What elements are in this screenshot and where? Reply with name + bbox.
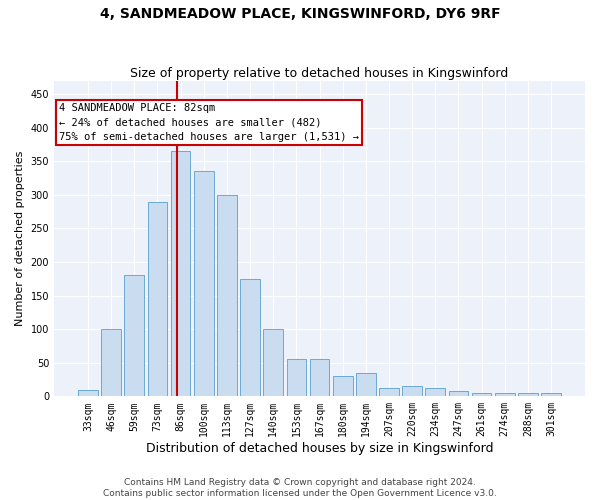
Text: Contains HM Land Registry data © Crown copyright and database right 2024.
Contai: Contains HM Land Registry data © Crown c… xyxy=(103,478,497,498)
Text: 4, SANDMEADOW PLACE, KINGSWINFORD, DY6 9RF: 4, SANDMEADOW PLACE, KINGSWINFORD, DY6 9… xyxy=(100,8,500,22)
Bar xyxy=(171,151,190,396)
Bar xyxy=(101,329,121,396)
Bar xyxy=(240,279,260,396)
Bar xyxy=(194,172,214,396)
Bar xyxy=(287,360,306,397)
Bar xyxy=(78,390,98,396)
Bar xyxy=(263,329,283,396)
Bar xyxy=(425,388,445,396)
Text: 4 SANDMEADOW PLACE: 82sqm
← 24% of detached houses are smaller (482)
75% of semi: 4 SANDMEADOW PLACE: 82sqm ← 24% of detac… xyxy=(59,103,359,142)
Bar xyxy=(217,195,237,396)
Bar xyxy=(148,202,167,396)
Bar xyxy=(356,373,376,396)
Bar xyxy=(379,388,399,396)
Bar xyxy=(310,360,329,397)
Bar xyxy=(402,386,422,396)
X-axis label: Distribution of detached houses by size in Kingswinford: Distribution of detached houses by size … xyxy=(146,442,493,455)
Bar xyxy=(333,376,353,396)
Bar xyxy=(449,391,468,396)
Bar xyxy=(495,393,515,396)
Bar xyxy=(541,393,561,396)
Y-axis label: Number of detached properties: Number of detached properties xyxy=(15,151,25,326)
Bar xyxy=(472,393,491,396)
Bar xyxy=(518,393,538,396)
Title: Size of property relative to detached houses in Kingswinford: Size of property relative to detached ho… xyxy=(130,66,509,80)
Bar xyxy=(124,276,144,396)
